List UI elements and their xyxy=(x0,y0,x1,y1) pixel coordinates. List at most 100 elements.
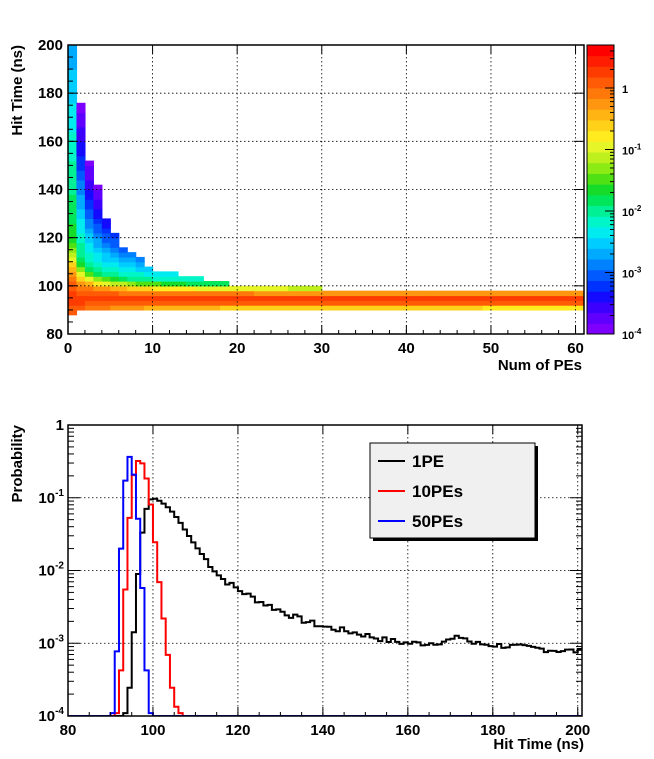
histogram-x-tick-label: 80 xyxy=(60,722,77,739)
heatmap-cell xyxy=(575,300,584,306)
heatmap-cell xyxy=(76,247,86,253)
heatmap-cell xyxy=(440,305,450,311)
heatmap-cell xyxy=(68,141,78,147)
heatmap-cell xyxy=(76,218,86,224)
heatmap-cell xyxy=(76,228,86,234)
heatmap-cell xyxy=(423,300,433,306)
heatmap-cell xyxy=(76,232,86,239)
heatmap-cell xyxy=(287,290,297,297)
heatmap-cell xyxy=(110,256,120,263)
colorbar-segment xyxy=(587,226,614,239)
histogram-x-tick-label: 160 xyxy=(395,722,420,739)
heatmap-cell xyxy=(279,295,289,301)
heatmap-cell xyxy=(110,300,120,306)
heatmap-cell xyxy=(93,218,103,224)
heatmap-cell xyxy=(68,69,78,75)
heatmap-cell xyxy=(499,305,509,311)
colorbar-segment xyxy=(587,301,614,314)
heatmap-cell xyxy=(347,305,357,311)
histogram-series-50pes xyxy=(68,455,582,716)
heatmap-cell xyxy=(93,252,103,258)
heatmap-cell xyxy=(262,300,272,306)
heatmap-cell xyxy=(254,300,264,306)
heatmap-cell xyxy=(68,309,78,316)
heatmap-cell xyxy=(194,285,204,292)
heatmap-cell xyxy=(93,194,103,200)
heatmap-cell xyxy=(68,93,78,99)
heatmap-cell xyxy=(144,295,154,301)
heatmap-x-tick-label: 0 xyxy=(64,340,72,357)
heatmap-cell xyxy=(93,184,103,191)
heatmap-cell xyxy=(101,271,111,277)
heatmap-cell xyxy=(118,281,128,287)
heatmap-cell xyxy=(76,242,86,248)
heatmap-cell xyxy=(93,295,103,301)
histogram-x-tick-label: 140 xyxy=(310,722,335,739)
heatmap-cell xyxy=(575,295,584,301)
heatmap-cell xyxy=(296,285,306,292)
heatmap-cell xyxy=(68,165,78,171)
heatmap-y-tick-label: 180 xyxy=(38,85,63,102)
heatmap-cell xyxy=(84,276,94,282)
heatmap-cell xyxy=(68,184,78,191)
heatmap-cell xyxy=(68,290,78,297)
heatmap-cell xyxy=(152,305,162,311)
colorbar-segment xyxy=(587,55,614,67)
heatmap-cell xyxy=(490,295,501,301)
heatmap-cell xyxy=(279,290,289,297)
heatmap-cell xyxy=(68,266,78,272)
heatmap-cell xyxy=(186,305,196,311)
heatmap-cell xyxy=(68,208,78,215)
heatmap-cell xyxy=(68,228,78,234)
heatmap-cell xyxy=(490,290,501,297)
heatmap-cell xyxy=(84,218,94,224)
heatmap-cell xyxy=(110,281,120,287)
heatmap-cell xyxy=(84,160,94,167)
heatmap-cell xyxy=(414,300,424,306)
heatmap-cell xyxy=(550,295,560,301)
heatmap-cell xyxy=(499,295,509,301)
heatmap-cell xyxy=(76,295,86,301)
histogram-y-tick-label: 10-2 xyxy=(38,561,64,580)
heatmap-cell xyxy=(76,175,86,181)
heatmap-cell xyxy=(507,290,517,297)
heatmap-cell xyxy=(68,300,78,306)
heatmap-cell xyxy=(279,300,289,306)
heatmap-cell xyxy=(533,290,543,297)
heatmap-y-tick-label: 120 xyxy=(38,230,63,247)
heatmap-cell xyxy=(423,290,433,297)
heatmap-cell xyxy=(76,199,86,205)
heatmap-cell xyxy=(448,290,458,297)
heatmap-cell xyxy=(68,285,78,292)
heatmap-cell xyxy=(220,281,230,287)
heatmap-cell xyxy=(76,146,86,152)
heatmap-cell xyxy=(550,300,560,306)
heatmap-cell xyxy=(287,285,297,292)
heatmap-y-tick-label: 100 xyxy=(38,278,63,295)
heatmap-cell xyxy=(110,305,120,311)
heatmap-cell xyxy=(101,290,111,297)
heatmap-cell xyxy=(541,305,551,311)
heatmap-cell xyxy=(220,300,230,306)
heatmap-cell xyxy=(194,281,204,287)
heatmap-cell xyxy=(144,281,154,287)
heatmap-cell xyxy=(271,290,281,297)
heatmap-cell xyxy=(203,281,213,287)
heatmap-cell xyxy=(169,300,179,306)
heatmap-cell xyxy=(84,189,94,195)
heatmap-cell xyxy=(211,300,221,306)
heatmap-cell xyxy=(177,305,188,311)
heatmap-cell xyxy=(558,290,568,297)
colorbar-segment xyxy=(587,205,614,217)
heatmap-cell xyxy=(127,276,137,282)
heatmap-cell xyxy=(135,290,145,297)
heatmap-cell xyxy=(93,271,103,277)
heatmap-cell xyxy=(279,305,289,311)
heatmap-cell xyxy=(118,295,128,301)
heatmap-cell xyxy=(177,290,188,297)
heatmap-cell xyxy=(76,276,86,282)
heatmap-cell xyxy=(101,237,111,244)
heatmap-cell xyxy=(575,305,584,311)
heatmap-cell xyxy=(76,203,86,210)
